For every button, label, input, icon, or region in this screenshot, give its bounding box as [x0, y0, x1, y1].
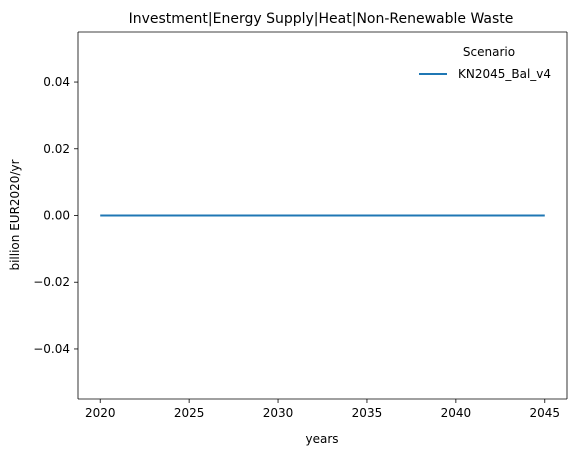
x-tick-label: 2020 [85, 406, 116, 420]
legend-label: KN2045_Bal_v4 [458, 67, 551, 81]
y-axis-label: billion EUR2020/yr [8, 159, 22, 270]
x-tick-label: 2035 [352, 406, 383, 420]
x-tick-label: 2045 [529, 406, 560, 420]
x-axis-label: years [305, 432, 338, 446]
chart-title: Investment|Energy Supply|Heat|Non-Renewa… [129, 11, 514, 27]
y-tick-label: −0.02 [33, 275, 70, 289]
x-tick-label: 2025 [174, 406, 205, 420]
legend-title: Scenario [463, 45, 515, 59]
y-tick-label: 0.04 [43, 75, 70, 89]
y-tick-label: −0.04 [33, 342, 70, 356]
x-tick-label: 2030 [263, 406, 294, 420]
legend: Scenario KN2045_Bal_v4 [419, 45, 551, 81]
y-tick-label: 0.00 [43, 209, 70, 223]
y-tick-label: 0.02 [43, 142, 70, 156]
x-tick-label: 2040 [441, 406, 472, 420]
